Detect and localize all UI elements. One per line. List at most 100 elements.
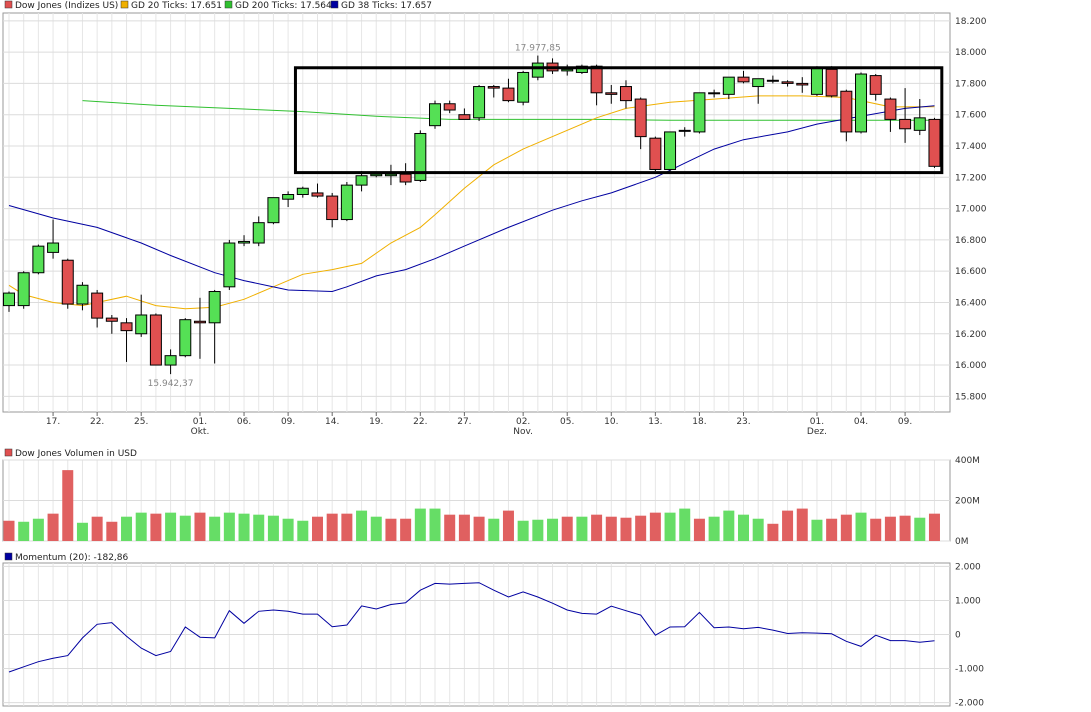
candle-body — [370, 173, 383, 177]
candle-body — [913, 117, 926, 131]
volume-bar — [370, 516, 382, 541]
x-tick-label: 14. — [325, 417, 339, 427]
volume-bar — [884, 516, 896, 541]
momentum-title: Momentum (20): -182,86 — [15, 553, 129, 563]
volume-bar — [179, 515, 191, 541]
x-tick-month-label: Okt. — [191, 427, 210, 437]
volume-bar — [826, 518, 838, 541]
volume-title: Dow Jones Volumen in USD — [15, 449, 137, 459]
candle-body — [120, 322, 133, 332]
volume-bar — [738, 514, 749, 541]
volume-bar — [723, 510, 735, 541]
candle-body — [678, 129, 691, 132]
candle-body — [722, 76, 735, 95]
momentum-y-tick-label: 2.000 — [955, 562, 981, 572]
momentum-y-tick-label: 0 — [955, 631, 961, 641]
volume-bar — [297, 520, 309, 541]
candle-body — [561, 68, 574, 72]
volume-bar — [664, 512, 676, 541]
volume-bar — [679, 508, 691, 541]
volume-bar — [429, 508, 441, 541]
candle-body — [605, 92, 618, 95]
volume-bar — [928, 513, 940, 541]
volume-bar — [135, 512, 147, 541]
candle-body — [193, 320, 206, 324]
candle-body — [443, 103, 456, 111]
volume-bar — [855, 512, 867, 541]
volume-bar — [444, 514, 456, 541]
volume-bar — [326, 513, 338, 541]
volume-bar — [473, 516, 485, 541]
x-tick-label: 06. — [237, 417, 251, 427]
momentum-legend-swatch — [4, 552, 13, 561]
candle-body — [384, 173, 397, 177]
volume-bar — [32, 518, 44, 541]
candle-body — [3, 292, 15, 307]
candle-body — [326, 195, 339, 221]
volume-bar — [708, 516, 720, 541]
volume-bar — [502, 510, 514, 541]
candle-body — [252, 222, 265, 244]
volume-bar — [605, 516, 617, 541]
candle-body — [179, 319, 192, 357]
legend-label: GD 38 Ticks: 17.657 — [341, 1, 432, 11]
price-y-tick-label: 17.400 — [955, 142, 987, 152]
volume-bar — [150, 513, 162, 541]
x-tick-label: 13. — [648, 417, 662, 427]
volume-bar — [870, 518, 882, 541]
price-extreme-annotation: 17.977,85 — [515, 44, 561, 54]
volume-bar — [458, 514, 470, 541]
volume-bar — [238, 513, 250, 541]
candle-body — [869, 75, 882, 95]
x-tick-label: 27. — [457, 417, 471, 427]
volume-bar — [517, 520, 529, 541]
volume-bar — [899, 515, 911, 541]
x-tick-label: 18. — [692, 417, 706, 427]
x-tick-label: 22. — [413, 417, 427, 427]
x-tick-label: 01. — [810, 417, 824, 427]
volume-bar — [267, 515, 279, 541]
candle-body — [766, 79, 779, 82]
volume-bar — [3, 520, 15, 541]
price-y-tick-label: 16.600 — [955, 267, 987, 277]
candle-body — [796, 82, 809, 86]
volume-bar — [693, 518, 705, 541]
candle-body — [693, 92, 706, 133]
price-y-tick-label: 16.000 — [955, 361, 987, 371]
volume-bar — [414, 508, 426, 541]
volume-bar — [194, 512, 206, 541]
volume-bar — [782, 510, 794, 541]
volume-bar — [620, 517, 632, 541]
candle-body — [531, 62, 544, 78]
candle-body — [487, 86, 500, 89]
volume-legend-swatch — [4, 448, 13, 457]
price-y-tick-label: 18.000 — [955, 48, 987, 58]
volume-bar — [47, 513, 59, 541]
volume-bar — [532, 519, 544, 541]
legend-swatch — [330, 0, 339, 9]
x-tick-label: 02. — [516, 417, 530, 427]
candle-body — [575, 65, 588, 73]
volume-bar — [400, 518, 412, 541]
x-tick-label: 05. — [560, 417, 574, 427]
candle-body — [399, 173, 412, 183]
volume-bar — [488, 518, 500, 541]
candle-body — [619, 86, 632, 102]
x-tick-label: 10. — [604, 417, 618, 427]
x-tick-label: 17. — [46, 417, 60, 427]
candle-body — [664, 131, 677, 170]
candle-body — [649, 137, 662, 170]
x-tick-label: 09. — [898, 417, 912, 427]
volume-bar — [576, 516, 588, 541]
candle-body — [429, 103, 442, 127]
x-tick-label: 23. — [736, 417, 750, 427]
price-panel-frame — [2, 12, 951, 413]
volume-bar — [811, 519, 823, 541]
volume-bar — [840, 514, 852, 541]
volume-bar — [311, 516, 323, 541]
price-y-tick-label: 17.000 — [955, 205, 987, 215]
volume-bar — [385, 518, 397, 541]
candle-body — [855, 73, 868, 133]
volume-bar — [91, 516, 103, 541]
candle-body — [105, 317, 118, 322]
